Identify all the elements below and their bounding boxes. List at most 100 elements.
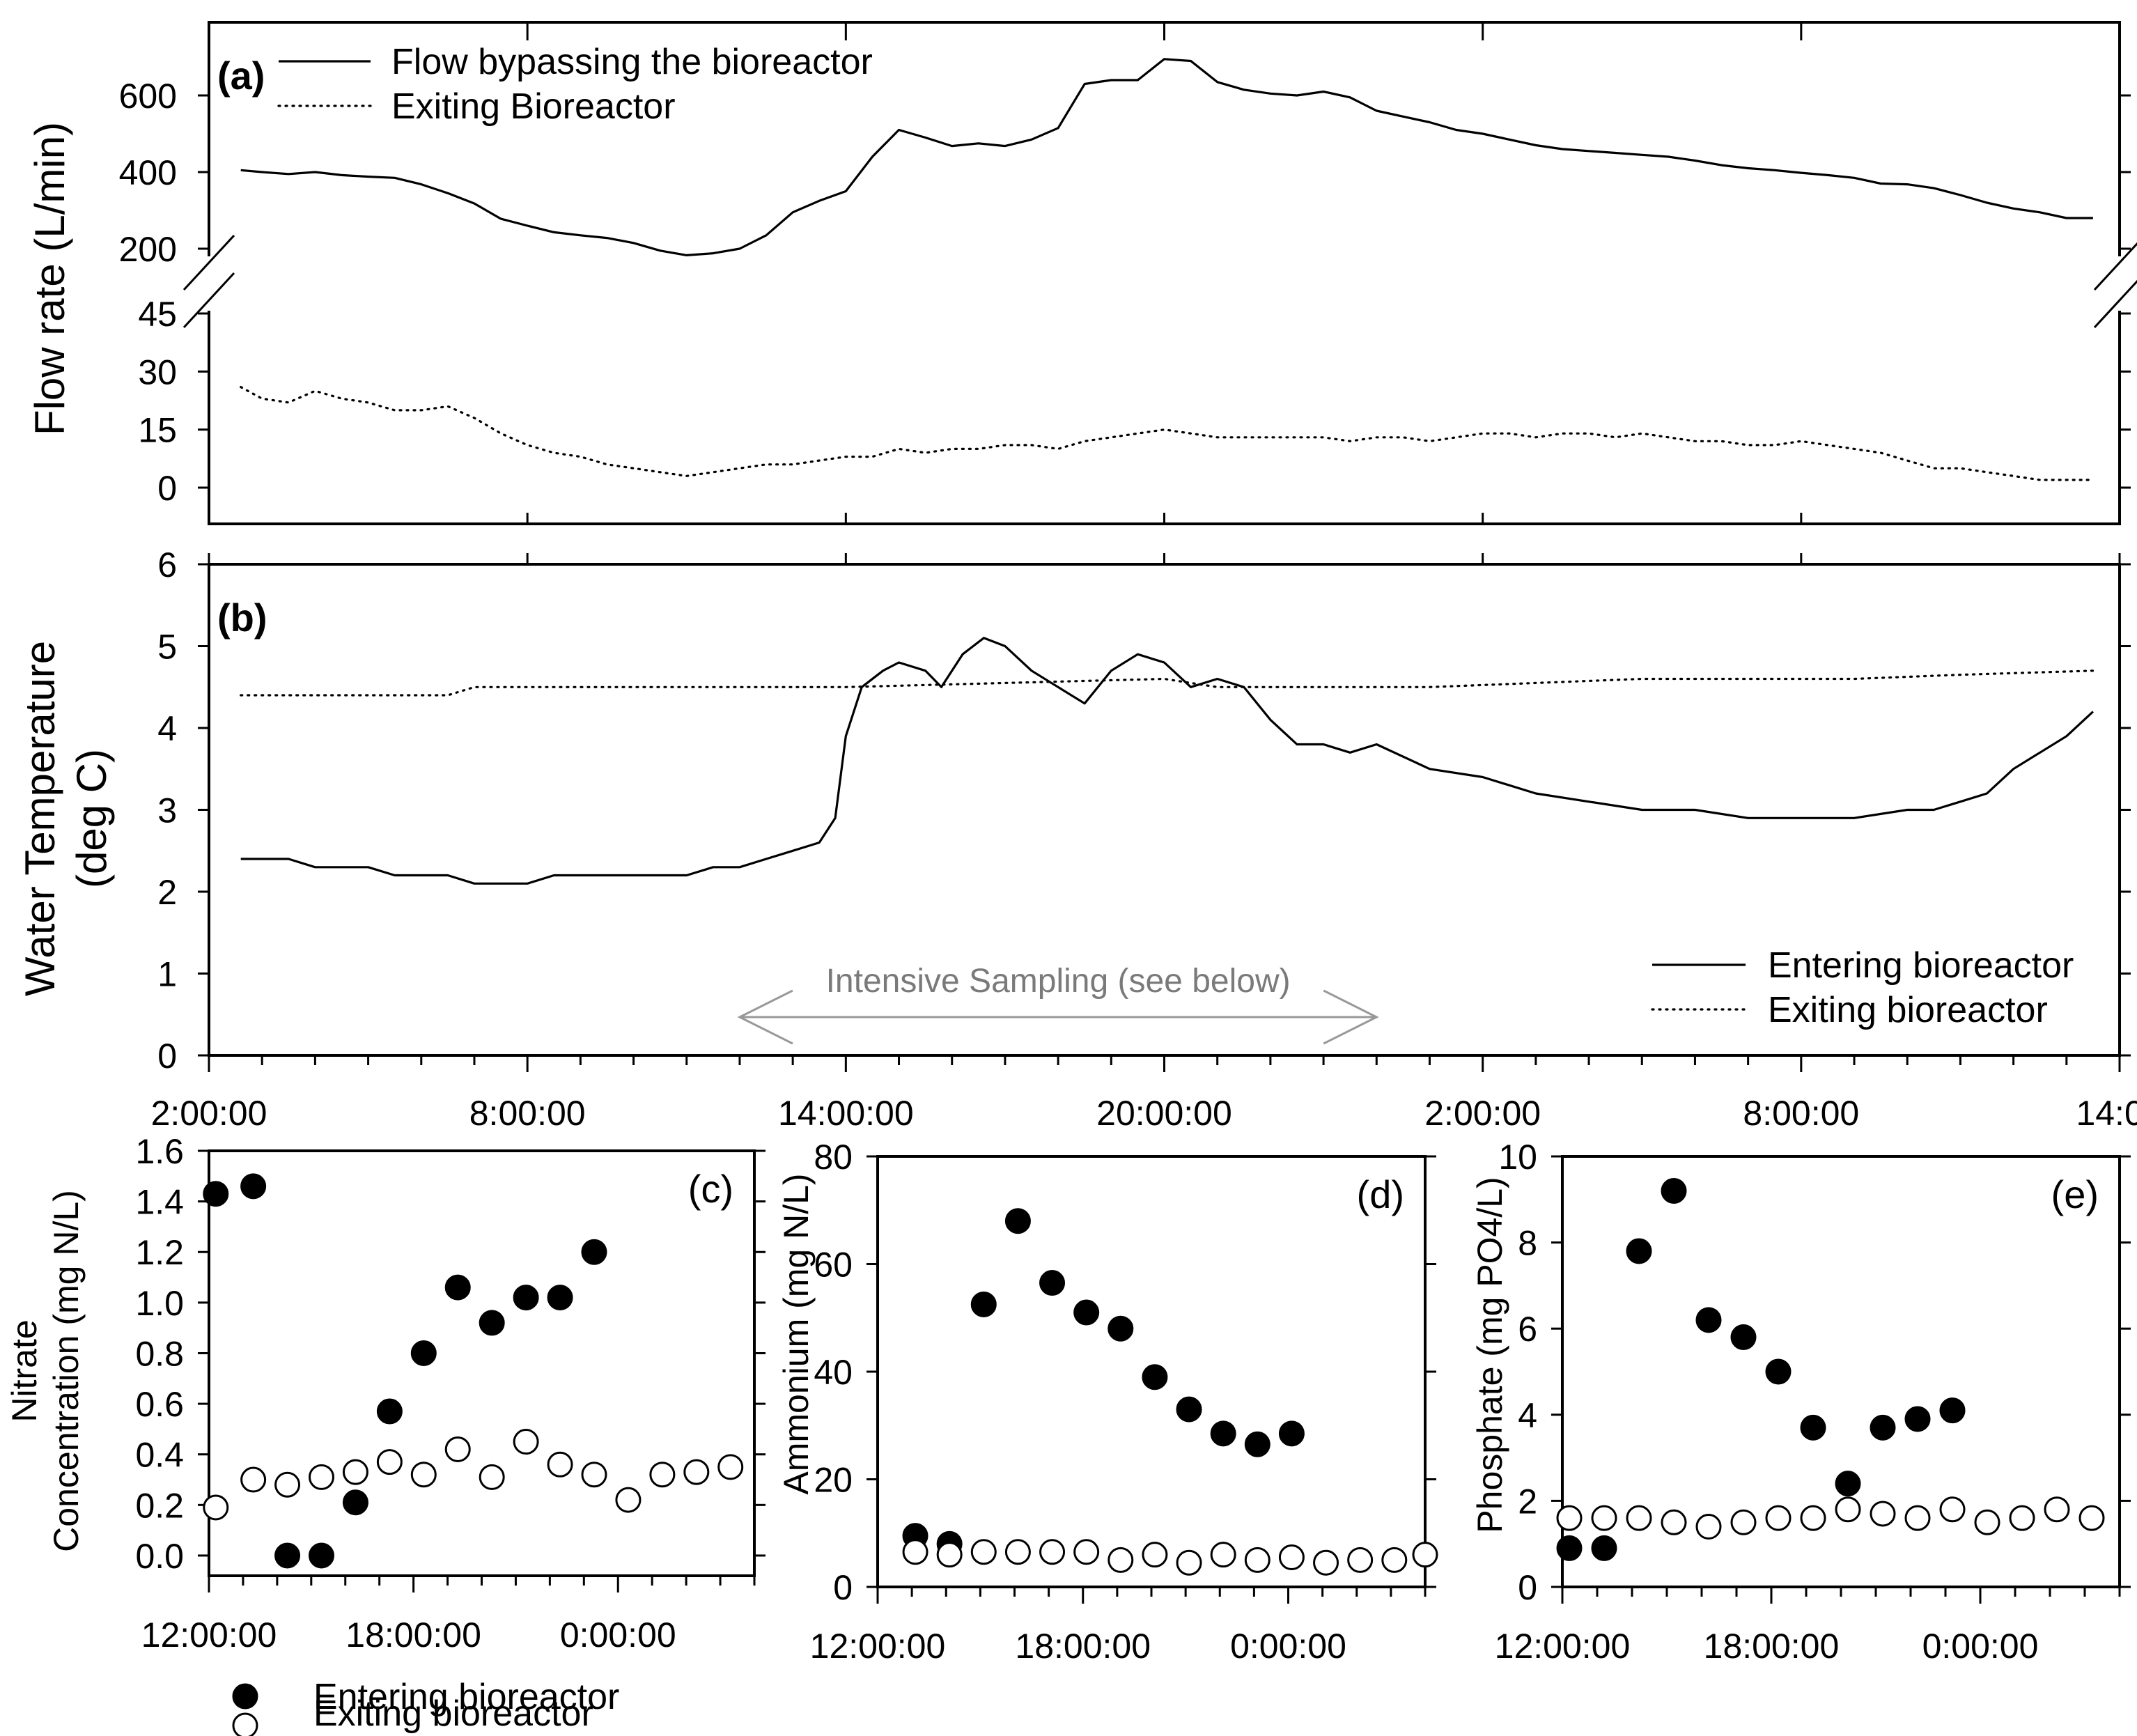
panel-c-point-exiting <box>717 1454 744 1480</box>
panel-e-label: (e) <box>2051 1172 2099 1216</box>
panel-e-point-entering <box>1695 1307 1722 1333</box>
panel-d-point-exiting <box>1210 1542 1236 1568</box>
panel-a-series-exiting-line <box>240 386 2095 481</box>
panel-a-break-mark <box>2093 242 2137 291</box>
panel-e-point-exiting <box>1974 1509 2000 1535</box>
panel-d-label: (d) <box>1357 1172 1404 1216</box>
panel-e-point-entering <box>1591 1535 1617 1561</box>
panel-b-ytick-label: 4 <box>157 709 177 748</box>
panel-d-ytick-label: 20 <box>814 1461 853 1500</box>
panel-e-point-exiting <box>1939 1496 1966 1523</box>
panel-a-break-mark <box>182 272 235 329</box>
panel-c-ytick-label: 1.6 <box>135 1132 184 1171</box>
legend-c-entering-label: Entering bioreactor <box>313 1677 619 1717</box>
panel-c-point-exiting <box>649 1462 676 1488</box>
panel-e-point-exiting <box>2044 1496 2070 1523</box>
panel-e-ylabel: Phosphate (mg PO4/L) <box>1470 1177 1509 1533</box>
panel-b-xtick-label: 14:00:00 <box>778 1094 914 1133</box>
panel-d-point-entering <box>1210 1420 1236 1447</box>
panel-b-ytick-label: 6 <box>157 545 177 584</box>
panel-a-ytick-label: 45 <box>138 295 177 334</box>
panel-e-point-entering <box>1556 1535 1583 1561</box>
panel-d-ytick-label: 40 <box>814 1353 853 1392</box>
panel-c-xtick-label: 0:00:00 <box>560 1615 676 1654</box>
panel-e-point-entering <box>1730 1324 1757 1351</box>
panel-d-xtick-label: 18:00:00 <box>1015 1627 1151 1666</box>
panel-e-point-exiting <box>1800 1505 1826 1531</box>
panel-e-point-entering <box>1800 1414 1826 1441</box>
panel-a-ytick-label: 200 <box>119 230 177 269</box>
panel-a-ytick-label: 600 <box>119 77 177 116</box>
panel-d-point-exiting <box>1278 1544 1305 1571</box>
panel-b-xtick-label: 2:00:00 <box>151 1094 267 1133</box>
panel-d-point-entering <box>1004 1208 1031 1234</box>
panel-c-point-entering <box>274 1542 301 1569</box>
panel-e-xtick-label: 12:00:00 <box>1495 1627 1631 1666</box>
panel-c-point-exiting <box>342 1459 368 1485</box>
panel-c-point-entering <box>410 1340 437 1366</box>
panel-a-ylabel: Flow rate (L/min) <box>26 122 73 435</box>
panel-e-point-entering <box>1939 1397 1966 1424</box>
panel-c-point-exiting <box>376 1449 403 1475</box>
panel-c-point-entering <box>376 1398 403 1425</box>
panel-c-point-entering <box>513 1285 539 1311</box>
panel-d-xtick-label: 12:00:00 <box>810 1627 946 1666</box>
panel-d-point-exiting <box>1347 1547 1374 1573</box>
panel-b-ytick-label: 3 <box>157 791 177 830</box>
panel-e-point-exiting <box>1730 1509 1757 1535</box>
panel-c-point-entering <box>547 1285 573 1311</box>
panel-e-point-exiting <box>2009 1505 2035 1531</box>
panel-d-ytick-label: 80 <box>814 1138 853 1177</box>
panel-e-ytick-label: 0 <box>1518 1568 1537 1607</box>
panel-e-xtick-label: 0:00:00 <box>1922 1627 2039 1666</box>
panel-d-point-exiting <box>1412 1542 1438 1568</box>
panel-b-ytick-label: 5 <box>157 628 177 667</box>
panel-a-ytick-label: 400 <box>119 153 177 192</box>
panel-c-ytick-label: 1.2 <box>135 1233 184 1272</box>
panel-e-point-exiting <box>1904 1505 1931 1531</box>
panel-a-ytick-label: 15 <box>138 411 177 450</box>
panel-e-ytick-label: 10 <box>1498 1138 1537 1177</box>
legend-c-exiting-marker <box>232 1712 258 1736</box>
panel-a-ytick-label: 0 <box>157 469 177 508</box>
panel-a-ytick-label: 30 <box>138 352 177 392</box>
panel-d-ylabel: Ammonium (mg N/L) <box>777 1173 816 1494</box>
panel-d-point-entering <box>1108 1315 1134 1342</box>
panel-a-break-mark <box>2093 279 2137 329</box>
panel-c-point-exiting <box>581 1462 607 1488</box>
panel-c-xtick-label: 12:00:00 <box>141 1615 277 1654</box>
panel-c-point-exiting <box>444 1436 471 1462</box>
panel-c-point-exiting <box>615 1487 642 1513</box>
panel-b-xtick-label: 14:00 <box>2076 1094 2137 1133</box>
panel-b-ytick-label: 2 <box>157 873 177 912</box>
panel-d-point-entering <box>1073 1299 1100 1326</box>
panel-e-point-exiting <box>2078 1505 2105 1531</box>
panel-a-break-mark <box>182 234 235 291</box>
panel-e-xtick-label: 18:00:00 <box>1704 1627 1840 1666</box>
panel-d-point-exiting <box>936 1542 963 1568</box>
panel-b-xtick-label: 8:00:00 <box>1743 1094 1859 1133</box>
panel-c-point-entering <box>308 1542 334 1569</box>
legend-c-entering-marker <box>232 1683 258 1710</box>
panel-c-ytick-label: 0.4 <box>135 1436 184 1475</box>
panel-d-point-exiting <box>1381 1547 1408 1573</box>
panel-d-point-exiting <box>1039 1539 1066 1565</box>
panel-d-point-entering <box>1176 1396 1202 1423</box>
panel-b-series-exiting-line <box>240 669 2095 697</box>
panel-b-ytick-label: 0 <box>157 1037 177 1076</box>
panel-d-point-entering <box>1278 1420 1305 1447</box>
panel-d-point-entering <box>1142 1364 1168 1390</box>
legend-a-bypass-label: Flow bypassing the bioreactor <box>391 42 873 82</box>
panel-b-xtick-label: 8:00:00 <box>469 1094 586 1133</box>
panel-d-point-exiting <box>1004 1539 1031 1565</box>
panel-e-point-exiting <box>1695 1513 1722 1540</box>
panel-c-label: (c) <box>688 1167 733 1211</box>
panel-c-point-entering <box>342 1489 368 1516</box>
panel-a-break-gap <box>2092 256 2137 311</box>
panel-e-point-exiting <box>1626 1505 1652 1531</box>
panel-e-point-exiting <box>1556 1505 1583 1531</box>
panel-c-point-entering <box>479 1310 505 1336</box>
panel-d-point-exiting <box>1244 1547 1270 1573</box>
panel-e-ytick-label: 4 <box>1518 1396 1537 1435</box>
